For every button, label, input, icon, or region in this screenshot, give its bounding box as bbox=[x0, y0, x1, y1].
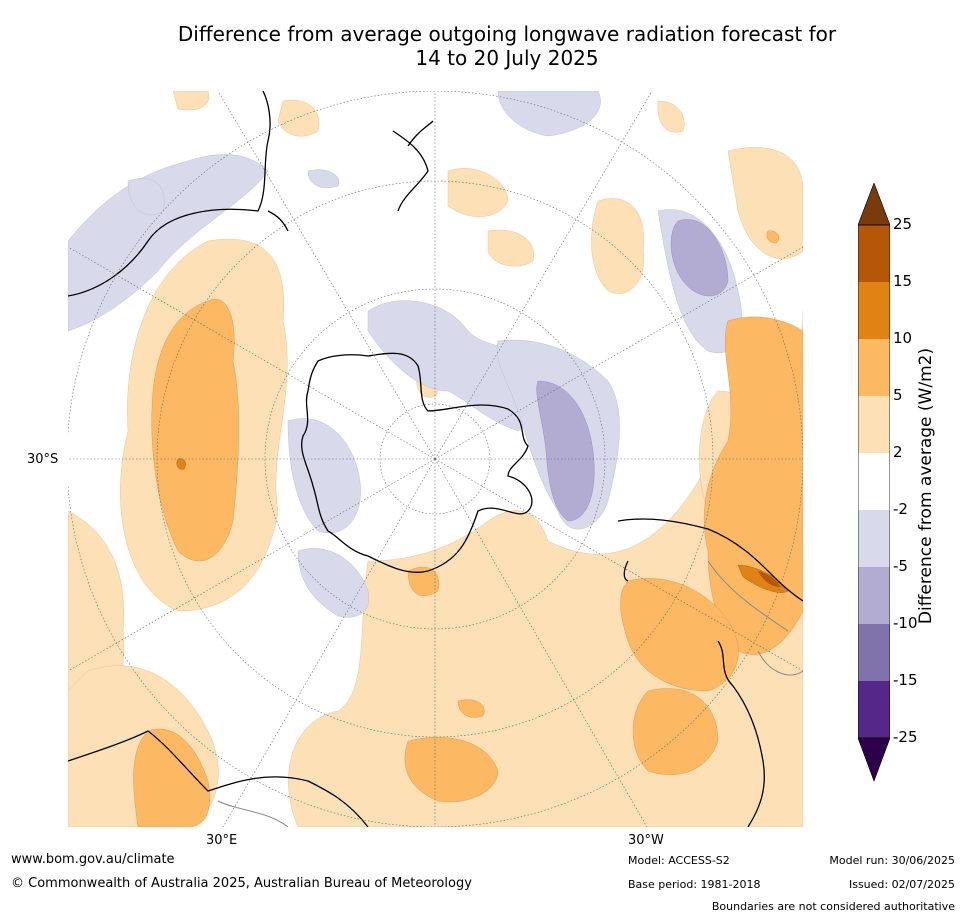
colorbar-tick: 5 bbox=[893, 386, 903, 404]
lon-label-30w: 30°W bbox=[628, 833, 664, 848]
colorbar-segment-5-10 bbox=[858, 339, 890, 396]
colorbar-segment-neg15-neg10 bbox=[858, 624, 890, 681]
anomaly-neg2-neg5-regions bbox=[68, 91, 742, 618]
title-line-2: 14 to 20 July 2025 bbox=[415, 46, 599, 70]
lon-label-30e: 30°E bbox=[206, 833, 238, 848]
colorbar-tick: -25 bbox=[893, 728, 918, 746]
website-link[interactable]: www.bom.gov.au/climate bbox=[11, 852, 175, 867]
colorbar-segment-2-5 bbox=[858, 396, 890, 453]
lat-label-30s: 30°S bbox=[27, 452, 59, 467]
colorbar-tick: -10 bbox=[893, 614, 918, 632]
colorbar-tick: 2 bbox=[893, 443, 903, 461]
colorbar-segment-10-15 bbox=[858, 282, 890, 339]
model-run-text: Model run: 30/06/2025 bbox=[829, 854, 955, 867]
coastlines bbox=[68, 91, 803, 827]
colorbar-segment-15-25 bbox=[858, 225, 890, 282]
anomaly-5-10-regions bbox=[133, 230, 803, 827]
colorbar-bottom-extension bbox=[858, 737, 890, 782]
colorbar-segment-neg2-2 bbox=[858, 453, 890, 510]
polar-anomaly-map bbox=[68, 91, 803, 827]
copyright-text: © Commonwealth of Australia 2025, Austra… bbox=[11, 876, 472, 891]
colorbar-tick: -2 bbox=[893, 500, 908, 518]
colorbar-tick: 10 bbox=[893, 329, 913, 347]
chart-title: Difference from average outgoing longwav… bbox=[0, 22, 965, 70]
colorbar-label: Difference from average (W/m2) bbox=[916, 347, 936, 625]
base-period-text: Base period: 1981-2018 bbox=[628, 878, 761, 891]
disclaimer-text: Boundaries are not considered authoritat… bbox=[711, 900, 955, 913]
model-text: Model: ACCESS-S2 bbox=[628, 854, 730, 867]
title-line-1: Difference from average outgoing longwav… bbox=[177, 22, 837, 46]
colorbar bbox=[858, 183, 890, 782]
colorbar-tick: -5 bbox=[893, 557, 908, 575]
colorbar-segment-neg5-neg2 bbox=[858, 510, 890, 567]
colorbar-top-extension bbox=[858, 183, 890, 226]
colorbar-tick: 25 bbox=[893, 215, 913, 233]
colorbar-tick: 15 bbox=[893, 272, 913, 290]
colorbar-tick: -15 bbox=[893, 671, 918, 689]
anomaly-neg5-neg10-regions bbox=[536, 219, 729, 522]
colorbar-segment-neg10-neg5 bbox=[858, 567, 890, 624]
issued-text: Issued: 02/07/2025 bbox=[848, 878, 955, 891]
colorbar-segment-neg25-neg15 bbox=[858, 681, 890, 738]
anomaly-15-25-regions bbox=[758, 571, 780, 587]
graticule bbox=[68, 91, 803, 827]
country-borders bbox=[217, 560, 803, 827]
